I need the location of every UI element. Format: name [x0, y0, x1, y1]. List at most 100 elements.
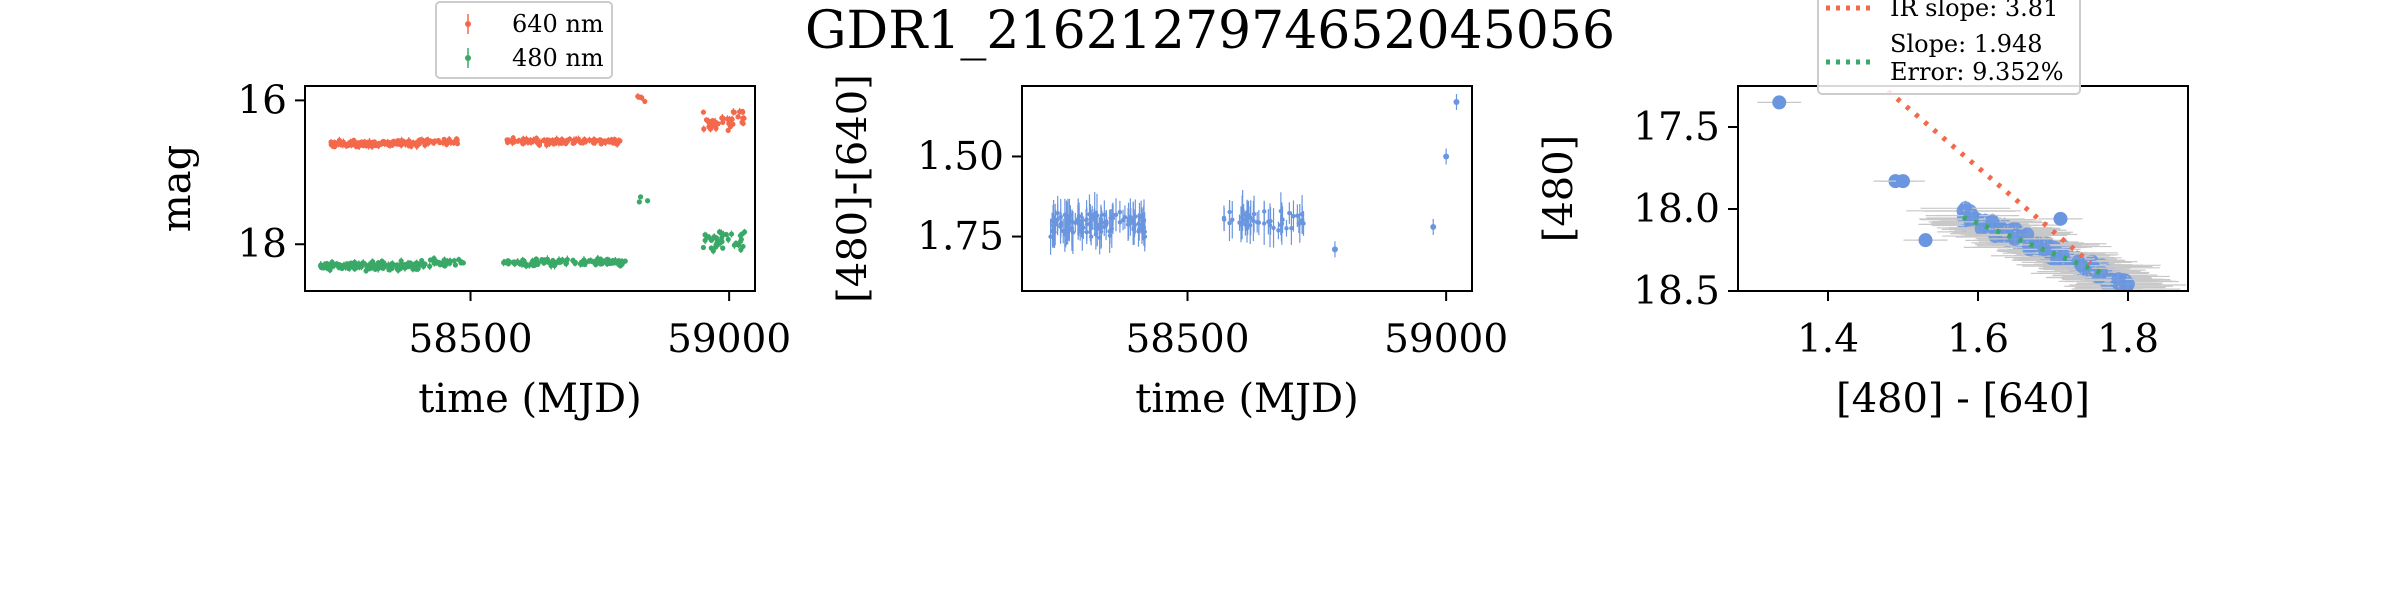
- data-point: [642, 98, 648, 105]
- data-point: [1453, 94, 1460, 111]
- marker: [1140, 224, 1146, 229]
- plot-marks: [1757, 89, 2187, 291]
- legend-entry-fit-slope: Slope: 1.948 Error: 9.352%: [1826, 30, 2064, 86]
- marker: [2111, 272, 2126, 287]
- y-axis-label: [480]: [1536, 135, 1582, 243]
- marker: [512, 138, 518, 144]
- data-point: [372, 140, 378, 146]
- y-tick-label: 18: [237, 222, 287, 267]
- data-point: [1291, 200, 1296, 232]
- marker: [1237, 220, 1242, 225]
- data-point: [720, 245, 726, 251]
- x-tick-label: 59000: [667, 317, 791, 362]
- marker: [606, 138, 612, 144]
- legend-marker-dot: [465, 21, 471, 27]
- data-point: [541, 136, 547, 144]
- data-point: [622, 258, 628, 264]
- marker: [1113, 212, 1119, 217]
- data-point: [1279, 205, 1285, 234]
- data-point: [549, 258, 555, 266]
- marker: [1067, 217, 1072, 223]
- marker: [1331, 246, 1338, 253]
- marker: [454, 141, 461, 147]
- marker: [1080, 229, 1085, 234]
- marker: [588, 258, 594, 264]
- data-point: [563, 257, 570, 264]
- marker: [581, 257, 587, 263]
- data-point: [331, 261, 337, 270]
- data-point: [441, 256, 448, 264]
- data-point: [1064, 200, 1069, 229]
- legend-entry-640nm: 640 nm: [465, 10, 604, 38]
- marker: [2053, 211, 2068, 226]
- data-point: [723, 231, 729, 238]
- data-point: [717, 238, 723, 247]
- marker: [604, 259, 610, 265]
- marker: [427, 257, 434, 263]
- marker: [563, 257, 570, 264]
- data-point: [1287, 202, 1292, 224]
- marker: [534, 139, 540, 145]
- marker: [733, 241, 739, 247]
- data-point: [1230, 201, 1235, 239]
- data-point: [1084, 200, 1089, 239]
- data-point: [1055, 195, 1060, 231]
- marker: [725, 236, 731, 242]
- marker: [1079, 222, 1084, 227]
- marker: [720, 119, 726, 125]
- data-point: [592, 259, 598, 265]
- marker: [390, 138, 397, 144]
- marker: [710, 248, 716, 254]
- marker: [405, 139, 411, 145]
- fit-line: [1886, 89, 2093, 266]
- marker: [1130, 221, 1136, 226]
- data-point: [1080, 212, 1085, 251]
- data-point: [534, 138, 540, 146]
- data-point: [725, 235, 731, 244]
- data-point: [1107, 227, 1113, 244]
- legend-entry-480nm: 480 nm: [465, 44, 604, 72]
- data-point: [725, 127, 731, 133]
- data-point: [1903, 233, 1948, 248]
- data-point: [702, 236, 708, 245]
- data-point: [337, 139, 344, 146]
- data-point: [609, 259, 615, 265]
- marker: [505, 137, 511, 143]
- marker: [720, 245, 726, 251]
- data-point: [740, 115, 746, 121]
- x-tick-label: 1.6: [1947, 317, 2009, 362]
- data-point: [360, 140, 366, 148]
- legend-marker-dot: [465, 55, 471, 61]
- data-point: [1120, 209, 1126, 231]
- marker: [642, 98, 648, 105]
- data-point: [454, 137, 460, 143]
- data-point: [433, 258, 439, 265]
- data-point: [1227, 199, 1232, 225]
- axes-frame: [304, 85, 756, 292]
- data-point: [579, 138, 585, 146]
- marker: [452, 262, 459, 268]
- marker: [451, 258, 457, 264]
- data-point: [539, 258, 545, 265]
- data-point: [581, 256, 587, 264]
- marker: [609, 259, 615, 265]
- marker: [1133, 214, 1138, 219]
- marker: [352, 266, 358, 272]
- marker: [617, 138, 623, 144]
- data-point: [1104, 210, 1109, 233]
- marker: [519, 139, 525, 145]
- marker: [419, 137, 425, 143]
- data-point: [1092, 208, 1097, 229]
- data-point: [352, 265, 358, 272]
- marker: [1918, 233, 1933, 248]
- marker: [1297, 221, 1303, 226]
- marker: [1142, 234, 1148, 239]
- marker: [1453, 99, 1460, 106]
- marker: [356, 261, 362, 267]
- marker: [1098, 221, 1103, 227]
- data-point: [1069, 210, 1075, 246]
- data-point: [586, 136, 593, 144]
- data-point: [597, 138, 603, 144]
- marker: [1063, 229, 1068, 234]
- data-point: [1299, 195, 1305, 234]
